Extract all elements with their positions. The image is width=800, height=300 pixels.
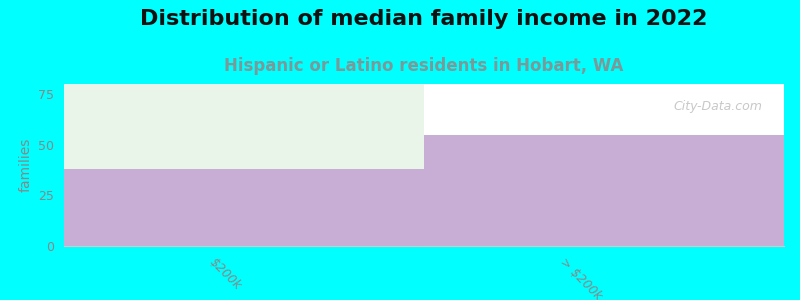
Text: Hispanic or Latino residents in Hobart, WA: Hispanic or Latino residents in Hobart, … [224,57,624,75]
Bar [424,135,784,246]
Y-axis label: families: families [18,138,33,192]
Bar [64,84,424,246]
Text: Distribution of median family income in 2022: Distribution of median family income in … [140,9,708,29]
Text: City-Data.com: City-Data.com [674,100,762,113]
Bar [64,169,424,246]
